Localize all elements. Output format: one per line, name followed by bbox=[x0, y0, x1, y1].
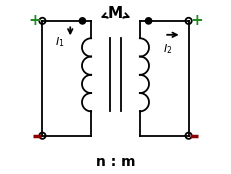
Text: n : m: n : m bbox=[96, 155, 135, 169]
Text: $I_2$: $I_2$ bbox=[163, 42, 172, 56]
Circle shape bbox=[79, 18, 85, 24]
Text: +: + bbox=[28, 13, 41, 28]
Text: $I_1$: $I_1$ bbox=[55, 35, 65, 49]
Circle shape bbox=[146, 18, 152, 24]
Text: M: M bbox=[108, 6, 123, 21]
Text: +: + bbox=[190, 13, 203, 28]
